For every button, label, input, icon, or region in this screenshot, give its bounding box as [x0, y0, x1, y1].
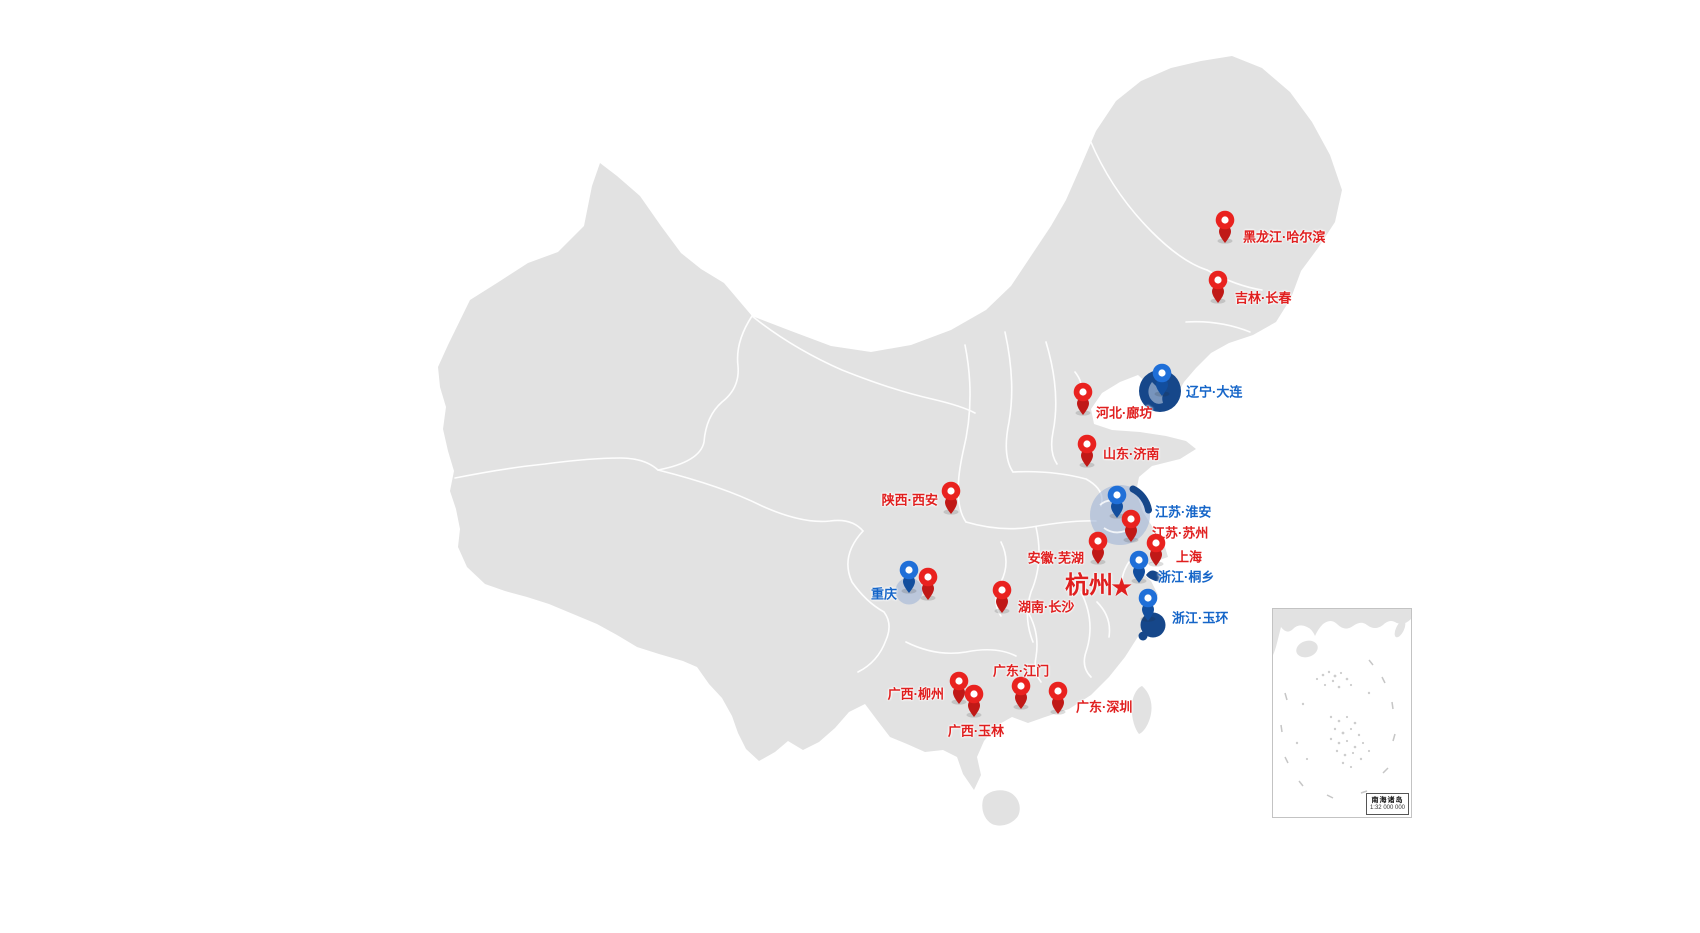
- map-pin-jilin-changchun[interactable]: [1206, 270, 1230, 304]
- pin-icon: [918, 567, 938, 601]
- map-pin-shanghai[interactable]: [1144, 533, 1168, 567]
- map-label-shandong-jinan: 山东·济南: [1103, 446, 1160, 462]
- map-label-guangxi-yulin: 广西·玉林: [947, 723, 1005, 739]
- inset-title: 南海诸岛: [1371, 797, 1404, 804]
- pin-icon: [1152, 363, 1172, 397]
- map-label-shanghai: 上海: [1176, 549, 1203, 565]
- map-label-guangdong-shenzhen: 广东·深圳: [1076, 699, 1133, 715]
- inset-scale: 1:32 000 000: [1369, 804, 1406, 811]
- taiwan-island: [1131, 686, 1152, 734]
- inset-hainan-island: [1296, 640, 1318, 658]
- map-pin-liaoning-dalian[interactable]: [1150, 363, 1174, 397]
- map-pin-shandong-jinan[interactable]: [1075, 434, 1099, 468]
- map-pin-guangxi-liuzhou[interactable]: [947, 671, 971, 705]
- map-label-hunan-changsha: 湖南·长沙: [1018, 599, 1075, 615]
- south-china-sea-inset-map: [1273, 609, 1411, 799]
- pin-icon: [1129, 550, 1149, 584]
- inset-taiwan-island: [1394, 620, 1406, 638]
- pin-icon: [1146, 533, 1166, 567]
- headquarters-label: 杭州: [1065, 572, 1113, 599]
- map-label-anhui-wuhu: 安徽·芜湖: [1027, 550, 1084, 566]
- pin-icon: [1073, 382, 1093, 416]
- map-pin-anhui-wuhu[interactable]: [1086, 531, 1110, 565]
- map-pin-zhejiang-tongxiang[interactable]: [1127, 550, 1151, 584]
- map-pin-guangdong-jiangmen[interactable]: [1009, 676, 1033, 710]
- map-pin-hunan-changsha[interactable]: [990, 580, 1014, 614]
- map-pin-guangxi-yulin[interactable]: [962, 684, 986, 718]
- huaian-ripple-line-2: [1103, 527, 1126, 534]
- yuhuan-highlight-tail: [1138, 631, 1148, 641]
- pin-icon: [1048, 681, 1068, 715]
- map-label-jiangsu-suzhou: 江苏·苏州: [1152, 525, 1209, 541]
- pin-icon: [992, 580, 1012, 614]
- south-china-sea-inset: 南海诸岛 1:32 000 000: [1272, 608, 1412, 818]
- map-pin-zhejiang-yuhuan[interactable]: [1136, 588, 1160, 622]
- map-label-guangxi-liuzhou: 广西·柳州: [887, 686, 944, 702]
- pin-icon: [1011, 676, 1031, 710]
- map-pin-jiangsu-huaian[interactable]: [1105, 485, 1129, 519]
- pin-icon: [1121, 509, 1141, 543]
- map-pin-chongqing[interactable]: [897, 560, 921, 594]
- map-pin-jiangsu-suzhou[interactable]: [1119, 509, 1143, 543]
- pin-icon: [1088, 531, 1108, 565]
- china-landmass: [438, 56, 1342, 790]
- map-label-zhejiang-tongxiang: 浙江·桐乡: [1158, 569, 1215, 585]
- map-pin-guangdong-shenzhen[interactable]: [1046, 681, 1070, 715]
- map-pin-shaanxi-xian[interactable]: [939, 481, 963, 515]
- map-label-heilongjiang-harbin: 黑龙江·哈尔滨: [1243, 229, 1326, 245]
- pin-icon: [1215, 210, 1235, 244]
- map-pin-chongqing-east[interactable]: [916, 567, 940, 601]
- map-label-guangdong-jiangmen: 广东·江门: [992, 663, 1050, 679]
- huaian-highlight-arc: [1129, 485, 1152, 514]
- pin-icon: [949, 671, 969, 705]
- headquarters-star-icon[interactable]: ★: [1110, 572, 1134, 602]
- pin-icon: [1107, 485, 1127, 519]
- map-label-hebei-langfang: 河北·廊坊: [1096, 405, 1153, 421]
- inset-boundary-dashes: [1280, 659, 1396, 799]
- map-label-shaanxi-xian: 陕西·西安: [881, 492, 938, 508]
- map-pin-hebei-langfang[interactable]: [1071, 382, 1095, 416]
- map-pin-heilongjiang-harbin[interactable]: [1213, 210, 1237, 244]
- pin-icon: [1138, 588, 1158, 622]
- inset-label-box: 南海诸岛 1:32 000 000: [1366, 793, 1409, 815]
- pin-icon: [899, 560, 919, 594]
- map-label-liaoning-dalian: 辽宁·大连: [1186, 384, 1243, 400]
- map-label-jiangsu-huaian: 江苏·淮安: [1155, 504, 1212, 520]
- hainan-island: [982, 790, 1020, 826]
- dalian-highlight-pattern: [1148, 382, 1164, 404]
- pin-icon: [1077, 434, 1097, 468]
- tongxiang-highlight-shape: [1146, 570, 1163, 582]
- inset-islands: [1295, 670, 1371, 769]
- map-label-zhejiang-yuhuan: 浙江·玉环: [1172, 610, 1229, 626]
- map-label-chongqing: 重庆: [870, 586, 897, 602]
- province-borders: [454, 139, 1263, 683]
- pin-icon: [964, 684, 984, 718]
- pin-icon: [1208, 270, 1228, 304]
- map-label-jilin-changchun: 吉林·长春: [1235, 290, 1292, 306]
- inset-coastline: [1273, 609, 1411, 655]
- pin-icon: [941, 481, 961, 515]
